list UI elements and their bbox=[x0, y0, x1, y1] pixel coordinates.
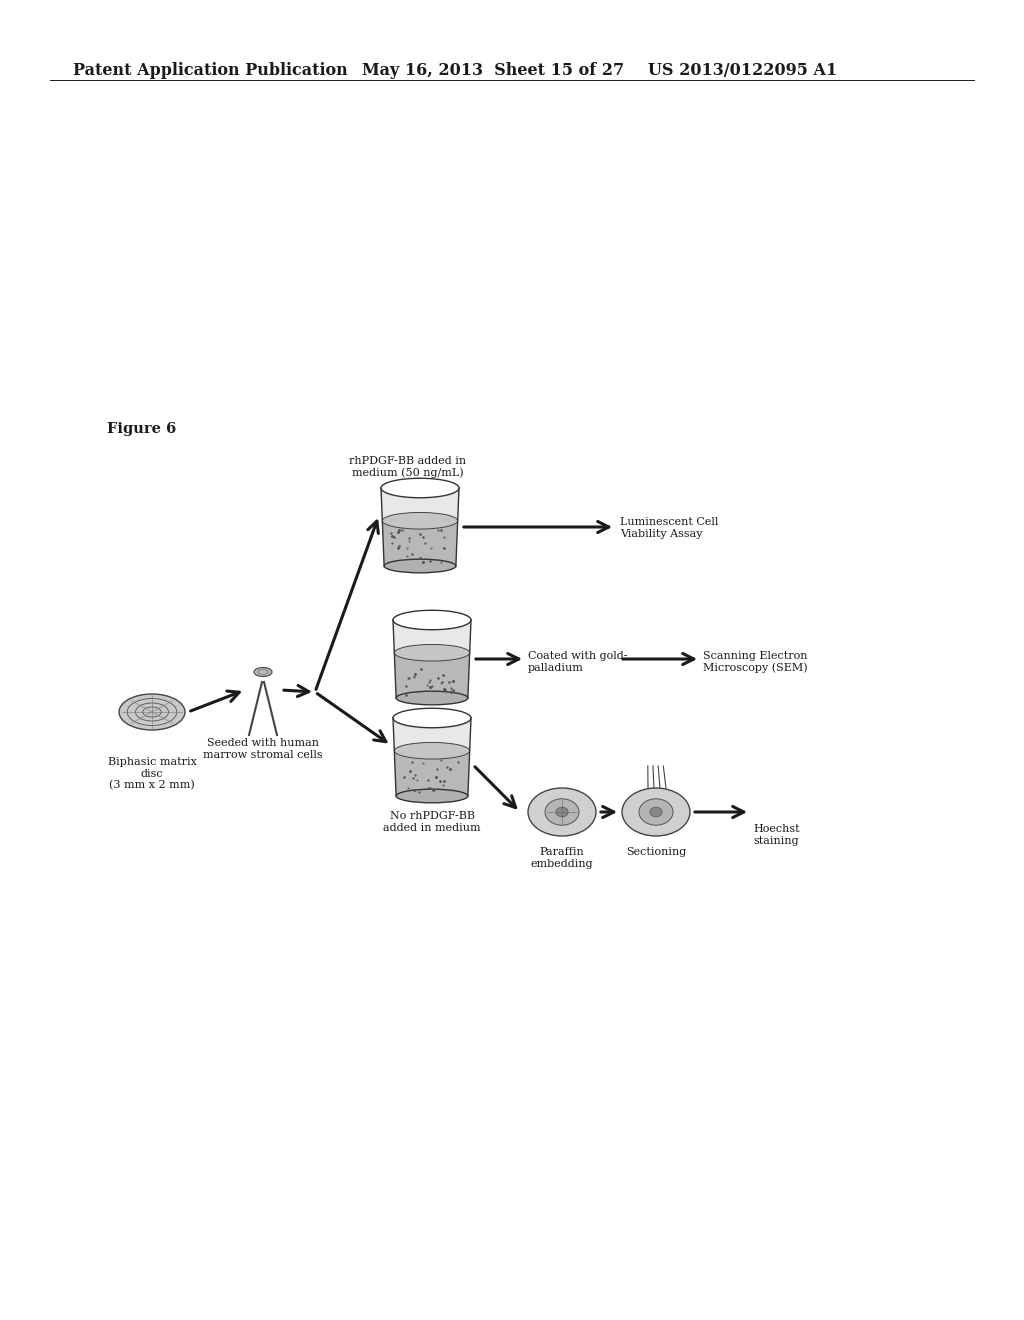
Text: Hoechst
staining: Hoechst staining bbox=[753, 824, 800, 846]
Ellipse shape bbox=[381, 478, 459, 498]
Text: Sectioning: Sectioning bbox=[626, 847, 686, 857]
Ellipse shape bbox=[396, 789, 468, 803]
Text: rhPDGF-BB added in
medium (50 ng/mL): rhPDGF-BB added in medium (50 ng/mL) bbox=[349, 455, 467, 478]
Ellipse shape bbox=[384, 560, 456, 573]
Text: Coated with gold-
palladium: Coated with gold- palladium bbox=[528, 651, 628, 673]
Text: Seeded with human
marrow stromal cells: Seeded with human marrow stromal cells bbox=[203, 738, 323, 759]
Ellipse shape bbox=[650, 808, 663, 817]
Text: Patent Application Publication: Patent Application Publication bbox=[73, 62, 348, 79]
Ellipse shape bbox=[382, 512, 458, 529]
Ellipse shape bbox=[396, 692, 468, 705]
Polygon shape bbox=[393, 718, 471, 796]
Text: May 16, 2013  Sheet 15 of 27: May 16, 2013 Sheet 15 of 27 bbox=[362, 62, 624, 79]
Ellipse shape bbox=[393, 610, 471, 630]
Polygon shape bbox=[394, 653, 470, 698]
Polygon shape bbox=[394, 751, 470, 796]
Ellipse shape bbox=[119, 694, 185, 730]
Text: No rhPDGF-BB
added in medium: No rhPDGF-BB added in medium bbox=[383, 810, 481, 833]
Text: US 2013/0122095 A1: US 2013/0122095 A1 bbox=[648, 62, 838, 79]
Ellipse shape bbox=[622, 788, 690, 836]
Ellipse shape bbox=[394, 742, 470, 759]
Ellipse shape bbox=[528, 788, 596, 836]
Ellipse shape bbox=[254, 668, 272, 676]
Ellipse shape bbox=[394, 644, 470, 661]
Polygon shape bbox=[382, 521, 458, 566]
Text: Luminescent Cell
Viability Assay: Luminescent Cell Viability Assay bbox=[620, 517, 719, 539]
Text: Paraffin
embedding: Paraffin embedding bbox=[530, 847, 593, 869]
Ellipse shape bbox=[545, 799, 579, 825]
Ellipse shape bbox=[393, 709, 471, 727]
Polygon shape bbox=[393, 620, 471, 698]
Text: Scanning Electron
Microscopy (SEM): Scanning Electron Microscopy (SEM) bbox=[703, 651, 808, 673]
Text: Figure 6: Figure 6 bbox=[106, 422, 176, 436]
Polygon shape bbox=[381, 488, 459, 566]
Ellipse shape bbox=[556, 808, 568, 817]
Text: Biphasic matrix
disc
(3 mm x 2 mm): Biphasic matrix disc (3 mm x 2 mm) bbox=[108, 756, 197, 791]
Ellipse shape bbox=[639, 799, 673, 825]
